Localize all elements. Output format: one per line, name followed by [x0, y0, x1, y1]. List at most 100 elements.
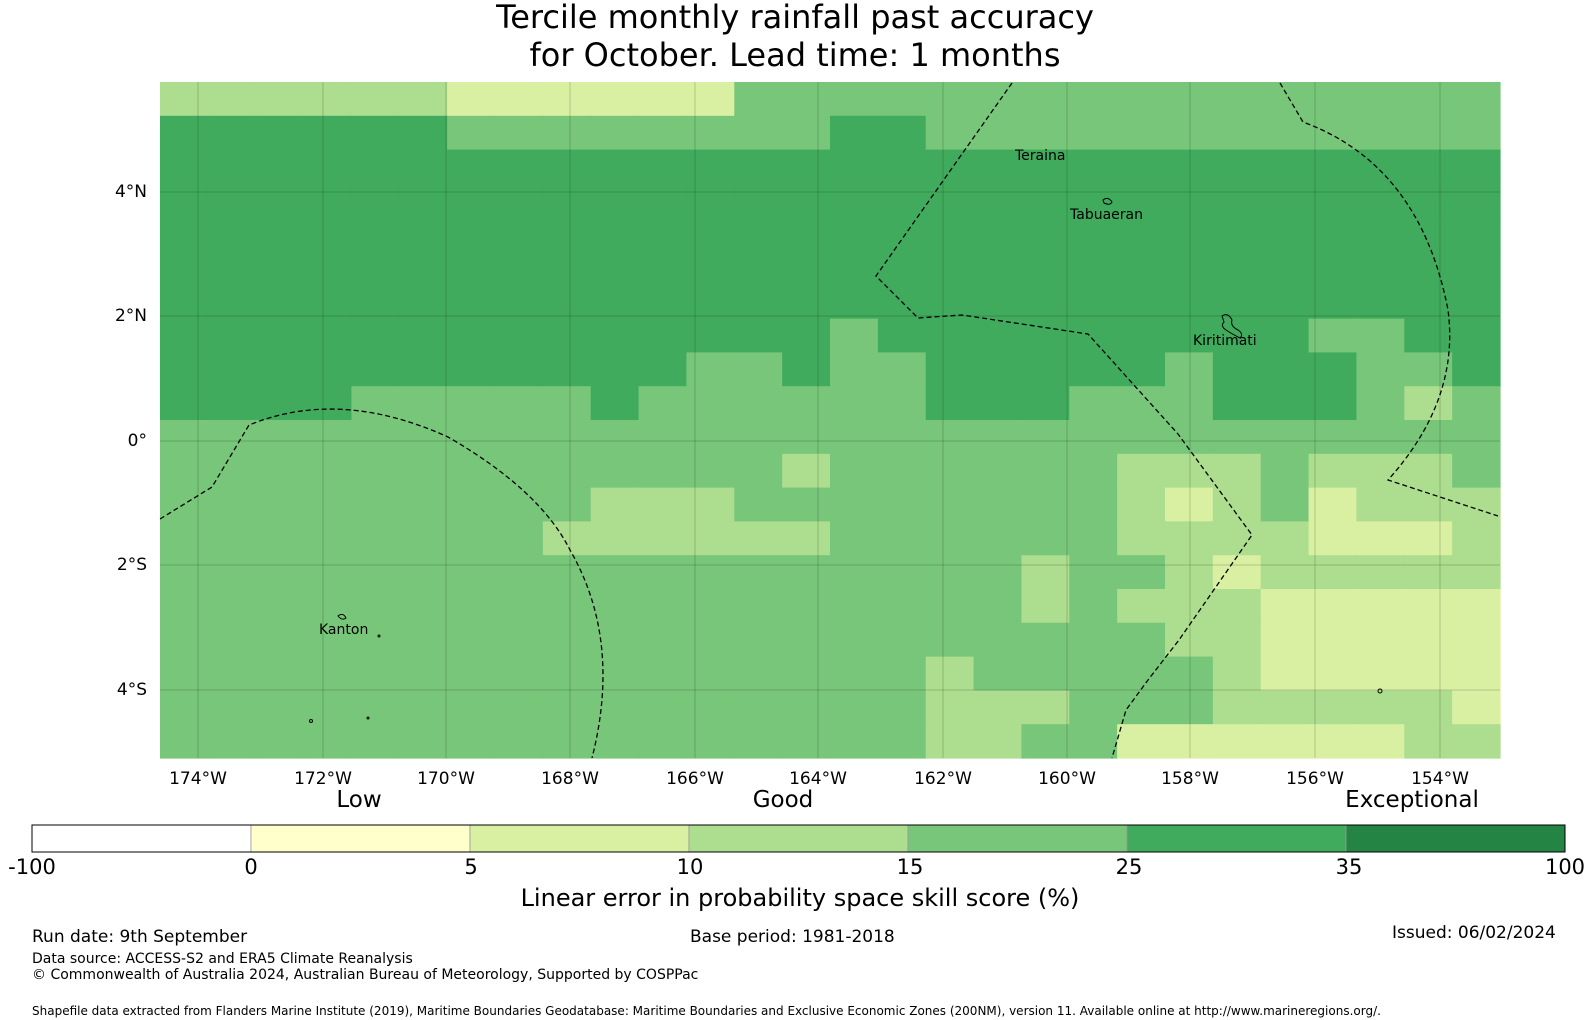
- skill-cell: [1260, 589, 1310, 624]
- skill-cell: [351, 318, 400, 353]
- skill-cell: [1212, 386, 1262, 421]
- skill-cell: [1021, 420, 1070, 455]
- skill-cell: [207, 115, 257, 151]
- skill-cell: [830, 386, 879, 421]
- skill-cell: [1404, 82, 1453, 117]
- skill-cell: [734, 622, 783, 658]
- skill-cell: [207, 149, 257, 184]
- skill-cell: [1212, 622, 1262, 658]
- skill-cell: [542, 149, 592, 184]
- skill-grid: [160, 82, 1501, 759]
- skill-cell: [495, 183, 544, 218]
- base-period: Base period: 1981-2018: [690, 927, 895, 947]
- skill-cell: [207, 352, 257, 387]
- skill-cell: [1021, 521, 1070, 556]
- skill-cell: [1165, 217, 1214, 252]
- skill-cell: [1404, 217, 1453, 252]
- skill-cell: [1212, 149, 1262, 184]
- lon-label-172w: 172°W: [294, 769, 352, 789]
- skill-cell: [447, 386, 496, 421]
- skill-cell: [925, 386, 975, 421]
- skill-cell: [1452, 656, 1501, 691]
- lat-label-0: 0°: [127, 431, 147, 451]
- skill-cell: [1404, 690, 1453, 725]
- skill-cell: [1452, 622, 1501, 658]
- skill-cell: [1308, 622, 1358, 658]
- skill-cell: [638, 115, 688, 151]
- skill-cell: [351, 622, 400, 658]
- skill-cell: [447, 420, 496, 455]
- skill-cell: [1165, 521, 1214, 556]
- skill-cell: [255, 318, 305, 353]
- skill-cell: [303, 217, 353, 252]
- category-label-exceptional: Exceptional: [1345, 787, 1479, 813]
- skill-cell: [351, 656, 400, 691]
- skill-cell: [734, 555, 783, 590]
- skill-cell: [351, 420, 400, 455]
- skill-cell: [1021, 453, 1070, 489]
- skill-cell: [734, 656, 783, 691]
- lon-label-154w: 154°W: [1411, 769, 1469, 789]
- skill-cell: [1117, 589, 1166, 624]
- skill-cell: [447, 251, 496, 286]
- skill-cell: [1021, 690, 1070, 725]
- skill-cell: [1212, 453, 1262, 489]
- skill-cell: [1260, 183, 1310, 218]
- skill-cell: [1117, 82, 1166, 117]
- skill-cell: [1117, 724, 1166, 759]
- skill-cell: [542, 352, 592, 387]
- skill-cell: [1117, 622, 1166, 658]
- skill-cell: [734, 217, 783, 252]
- skill-cell: [638, 622, 688, 658]
- eez-boundary-line-islands-north: [875, 82, 1253, 759]
- skill-cell: [399, 217, 448, 252]
- skill-cell: [1404, 453, 1453, 489]
- skill-cell: [1165, 251, 1214, 286]
- skill-cell: [255, 352, 305, 387]
- colorbar-tick: 0: [244, 855, 258, 879]
- skill-cell: [1260, 284, 1310, 320]
- lat-label-2s: 2°S: [116, 555, 147, 575]
- skill-cell: [542, 656, 592, 691]
- skill-cell: [1260, 622, 1310, 658]
- skill-cell: [638, 217, 688, 252]
- skill-cell: [638, 487, 688, 522]
- lon-label-164w: 164°W: [789, 769, 847, 789]
- skill-cell: [734, 149, 783, 184]
- skill-cell: [351, 386, 400, 421]
- skill-cell: [399, 622, 448, 658]
- skill-cell: [303, 622, 353, 658]
- skill-cell: [590, 352, 640, 387]
- category-label-good: Good: [752, 787, 814, 813]
- skill-cell: [399, 149, 448, 184]
- skill-cell: [207, 487, 257, 522]
- colorbar-swatch: [469, 824, 690, 853]
- skill-cell: [1452, 453, 1501, 489]
- skill-cell: [495, 386, 544, 421]
- issued-date: Issued: 06/02/2024: [1392, 923, 1556, 943]
- skill-cell: [160, 284, 209, 320]
- skill-cell: [255, 149, 305, 184]
- skill-cell: [638, 724, 688, 759]
- skill-cell: [590, 318, 640, 353]
- skill-cell: [638, 555, 688, 590]
- skill-cell: [207, 217, 257, 252]
- skill-cell: [686, 555, 735, 590]
- skill-cell: [686, 115, 735, 151]
- skill-cell: [1260, 251, 1310, 286]
- skill-cell: [590, 521, 640, 556]
- skill-cell: [1308, 487, 1358, 522]
- skill-cell: [782, 453, 831, 489]
- skill-cell: [686, 386, 735, 421]
- skill-cell: [1117, 690, 1166, 725]
- skill-cell: [782, 555, 831, 590]
- skill-cell: [1212, 521, 1262, 556]
- skill-cell: [1404, 352, 1453, 387]
- skill-cell: [542, 318, 592, 353]
- skill-cell: [207, 521, 257, 556]
- skill-cell: [1356, 555, 1405, 590]
- skill-cell: [1260, 453, 1310, 489]
- skill-cell: [590, 217, 640, 252]
- skill-cell: [399, 555, 448, 590]
